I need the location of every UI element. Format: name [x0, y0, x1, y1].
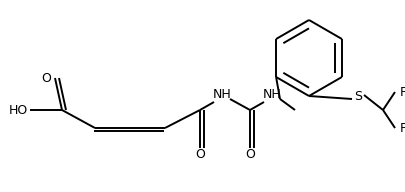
Text: O: O — [41, 71, 51, 84]
Text: O: O — [245, 147, 255, 161]
Text: HO: HO — [9, 103, 28, 117]
Text: NH: NH — [213, 88, 231, 100]
Text: S: S — [354, 90, 362, 103]
Text: F: F — [400, 122, 405, 135]
Text: F: F — [400, 85, 405, 98]
Text: O: O — [195, 147, 205, 161]
Text: NH: NH — [262, 88, 281, 100]
